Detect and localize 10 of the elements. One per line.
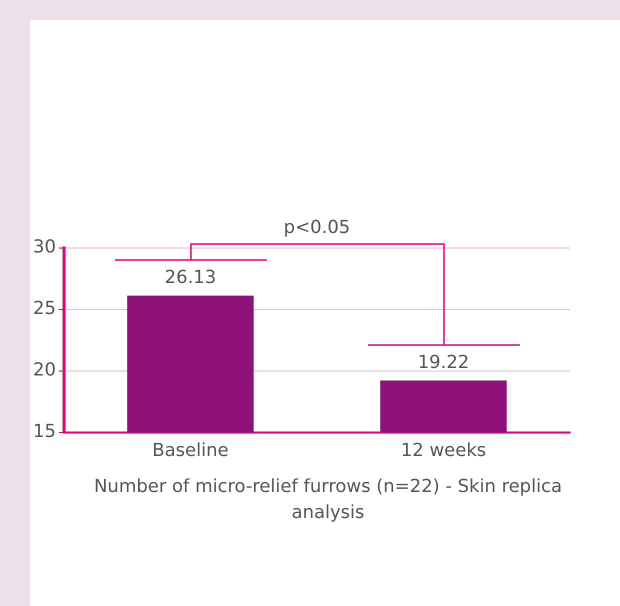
x-tick-label: Baseline xyxy=(152,440,229,461)
y-tick-label: 15 xyxy=(33,421,56,442)
y-tick-label: 30 xyxy=(33,236,56,258)
x-axis-title: Number of micro-relief furrows (n=22) - Skin replica analysis xyxy=(92,475,564,525)
data-label: 19.22 xyxy=(418,352,470,374)
text: p<0.05 xyxy=(284,217,350,238)
data-label: 26.13 xyxy=(164,267,216,288)
y-tick-label: 20 xyxy=(33,360,56,381)
y-tick-label: 25 xyxy=(33,298,56,320)
x-tick-label: 12 weeks xyxy=(400,440,486,461)
